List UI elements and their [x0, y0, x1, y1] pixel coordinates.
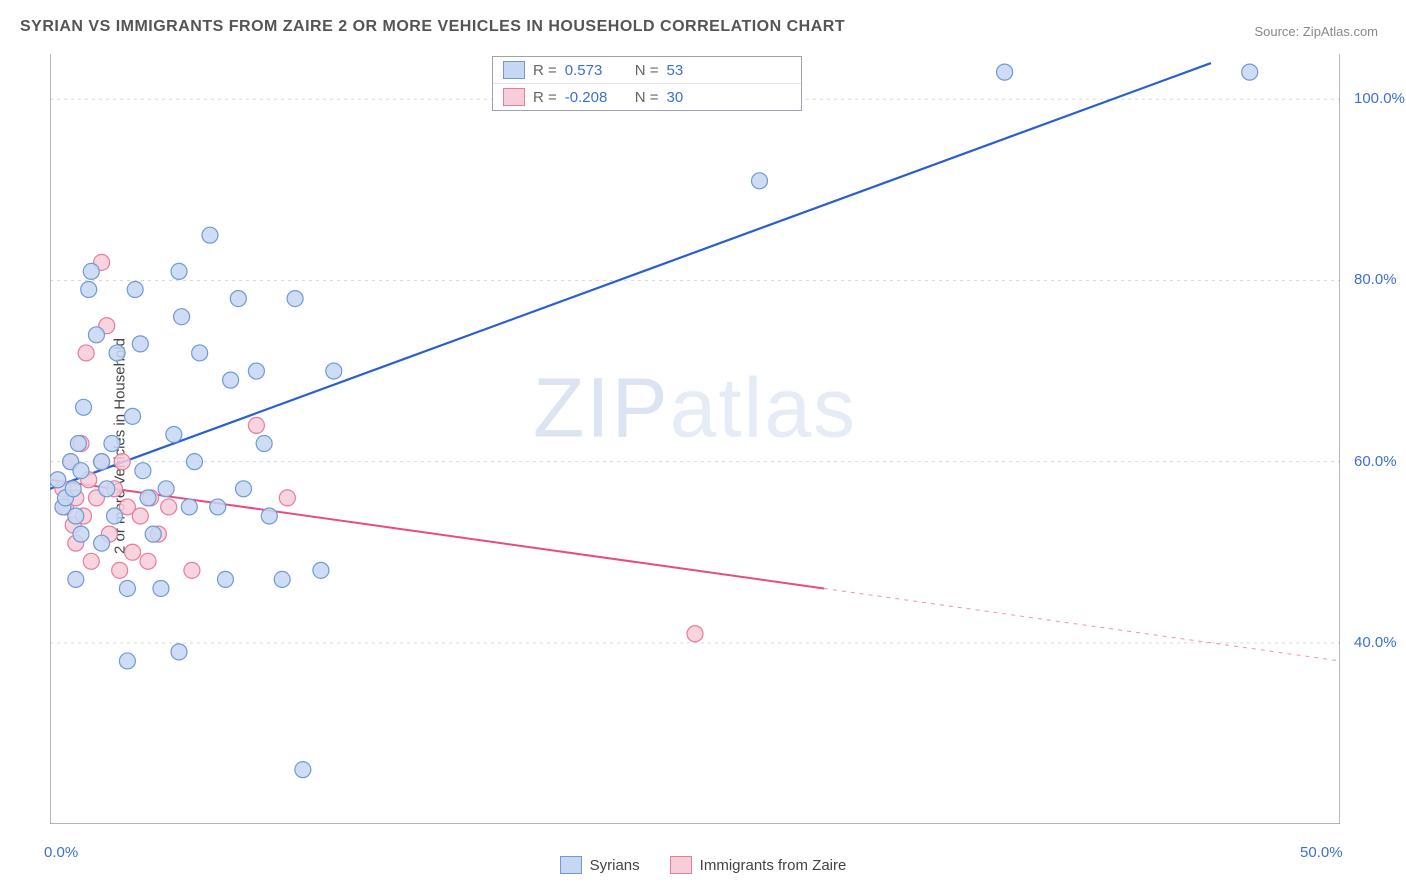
legend-swatch-syrians	[503, 61, 525, 79]
scatter-chart	[50, 54, 1340, 824]
n-label: N =	[635, 89, 659, 106]
n-value: 30	[667, 89, 729, 106]
legend-item-zaire: Immigrants from Zaire	[670, 856, 847, 874]
source-label: Source: ZipAtlas.com	[1254, 24, 1378, 39]
legend-item-syrians: Syrians	[560, 856, 640, 874]
n-value: 53	[667, 62, 729, 79]
plot-area: ZIPatlas	[50, 54, 1340, 824]
n-label: N =	[635, 62, 659, 79]
legend-swatch-zaire	[503, 88, 525, 106]
legend-row: R = -0.208 N = 30	[493, 83, 801, 110]
r-label: R =	[533, 89, 557, 106]
correlation-legend: R = 0.573 N = 53 R = -0.208 N = 30	[492, 56, 802, 111]
r-value: -0.208	[565, 89, 627, 106]
legend-label: Immigrants from Zaire	[700, 857, 847, 874]
y-tick-label: 40.0%	[1354, 634, 1397, 651]
legend-swatch-icon	[670, 856, 692, 874]
y-tick-label: 60.0%	[1354, 453, 1397, 470]
legend-label: Syrians	[590, 857, 640, 874]
legend-swatch-icon	[560, 856, 582, 874]
y-tick-label: 100.0%	[1354, 90, 1405, 107]
r-label: R =	[533, 62, 557, 79]
chart-title: SYRIAN VS IMMIGRANTS FROM ZAIRE 2 OR MOR…	[20, 18, 845, 36]
series-legend: Syrians Immigrants from Zaire	[0, 856, 1406, 874]
y-tick-label: 80.0%	[1354, 271, 1397, 288]
r-value: 0.573	[565, 62, 627, 79]
legend-row: R = 0.573 N = 53	[493, 57, 801, 83]
